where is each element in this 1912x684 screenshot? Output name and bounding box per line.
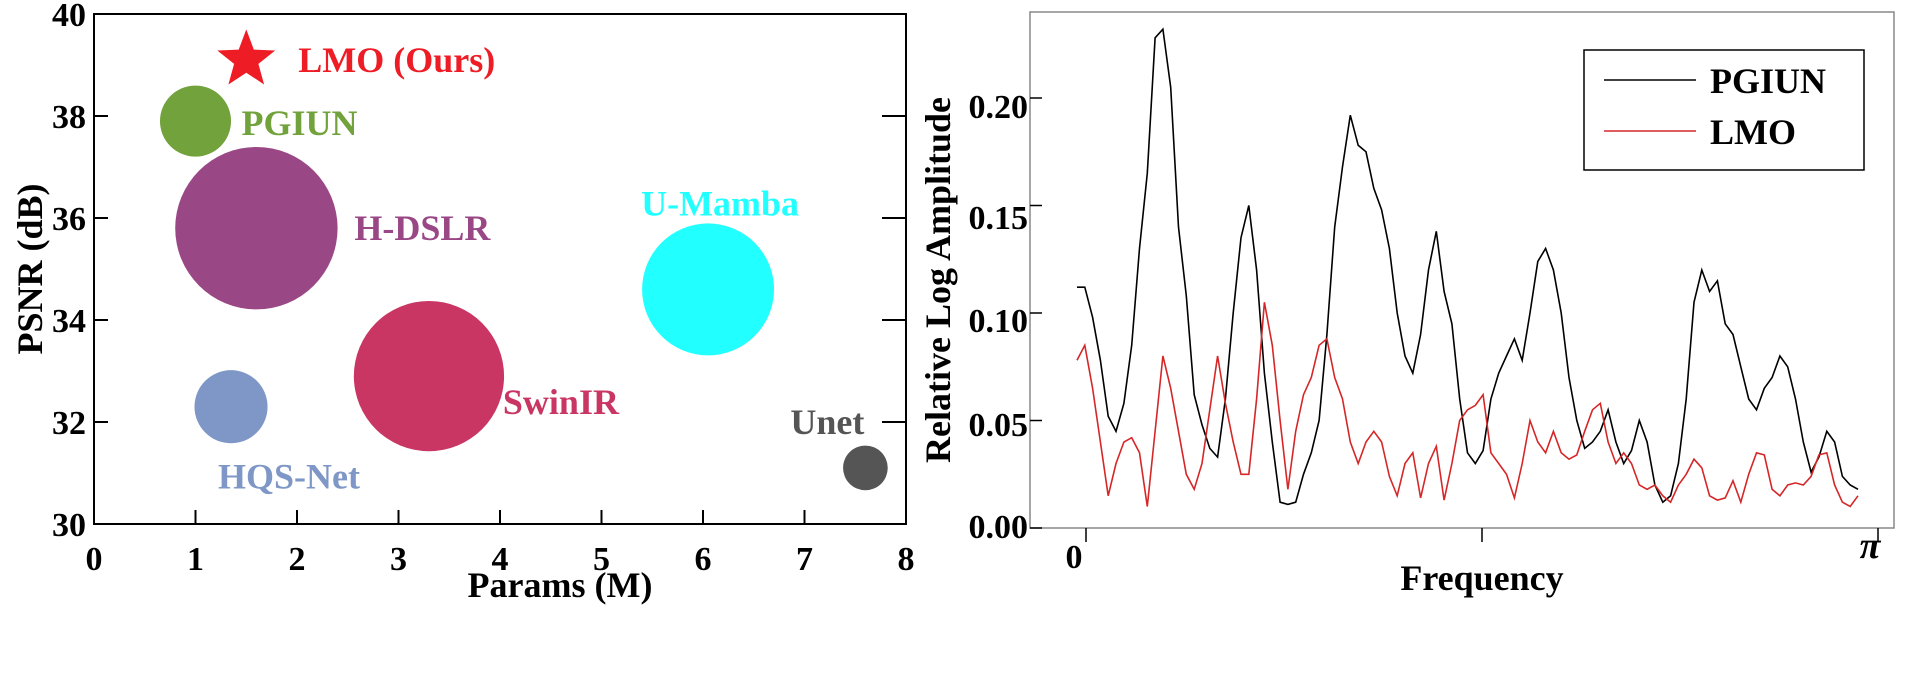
- bubble-x-tick-label: 8: [898, 541, 915, 578]
- spectrum-y-tick-label: 0.00: [969, 509, 1029, 546]
- legend-label-lmo: LMO: [1710, 112, 1796, 152]
- bubble-label-lmo-ours: LMO (Ours): [298, 40, 495, 80]
- spectrum-x-axis-label: Frequency: [1400, 558, 1563, 598]
- series-line-pgiun: [1077, 27, 1859, 506]
- spectrum-x-tick-label-pi: π: [1860, 525, 1882, 567]
- bubble-label-swinir: SwinIR: [503, 382, 620, 422]
- bubble-pgiun: [159, 85, 232, 157]
- bubble-y-tick-label: 32: [52, 405, 86, 442]
- spectrum-y-tick-label: 0.10: [969, 303, 1029, 340]
- bubble-x-tick-labels: 0 1 2 3 4 5 6 7 8: [86, 541, 915, 578]
- bubble-x-tick-label: 0: [86, 541, 103, 578]
- spectrum-y-axis-label: Relative Log Amplitude: [918, 97, 958, 463]
- series-line-lmo: [1076, 302, 1859, 508]
- bubble-label-h-dslr: H-DSLR: [354, 208, 491, 248]
- bubble-label-hqs-net: HQS-Net: [218, 457, 360, 497]
- spectrum-chart: 0.00 0.05 0.10 0.15 0.20 0 π Frequency R…: [918, 11, 1895, 598]
- bubble-x-tick-label: 6: [695, 541, 712, 578]
- bubble-y-tick-label: 36: [52, 201, 86, 238]
- bubble-y-tick-label: 38: [52, 99, 86, 136]
- bubble-x-tick-label: 2: [289, 541, 306, 578]
- bubble-star-lmo-ours: [217, 29, 276, 85]
- spectrum-y-tick-label: 0.20: [969, 89, 1029, 126]
- spectrum-y-tick-labels: 0.00 0.05 0.10 0.15 0.20: [969, 89, 1029, 546]
- bubble-chart: LMO (Ours) PGIUN H-DSLR U-Mamba SwinIR HQS-Ne…: [10, 0, 915, 605]
- spectrum-plot-frame: [1029, 11, 1895, 529]
- legend-box: [1583, 49, 1865, 171]
- bubble-y-tick-labels: 30 32 34 36 38 40: [52, 0, 86, 544]
- bubble-x-tick-label: 1: [187, 541, 204, 578]
- spectrum-x-tick-label-zero: 0: [1066, 539, 1083, 576]
- bubble-swinir: [353, 300, 505, 452]
- bubble-x-tick-label: 5: [593, 541, 610, 578]
- bubble-label-u-mamba: U-Mamba: [641, 183, 799, 223]
- bubble-points: LMO (Ours) PGIUN H-DSLR U-Mamba SwinIR HQS-Ne…: [159, 29, 888, 497]
- bubble-hqs-net: [194, 370, 268, 444]
- bubble-y-tick-label: 30: [52, 507, 86, 544]
- bubble-x-axis-label: Params (M): [468, 565, 653, 605]
- spectrum-y-tick-label: 0.15: [969, 200, 1029, 237]
- bubble-h-dslr: [175, 147, 338, 310]
- bubble-label-unet: Unet: [790, 402, 864, 442]
- bubble-y-tick-label: 34: [52, 303, 86, 340]
- legend-label-pgiun: PGIUN: [1710, 61, 1826, 101]
- bubble-label-pgiun: PGIUN: [242, 103, 358, 143]
- bubble-y-tick-label: 40: [52, 0, 86, 34]
- bubble-x-tick-label: 7: [796, 541, 813, 578]
- bubble-u-mamba: [642, 223, 775, 356]
- bubble-axis-ticks: [93, 13, 907, 525]
- bubble-unet: [843, 445, 888, 491]
- spectrum-axis-ticks: [1030, 97, 1879, 542]
- bubble-y-axis-label: PSNR (dB): [10, 183, 50, 354]
- bubble-x-tick-label: 3: [390, 541, 407, 578]
- bubble-x-tick-label: 4: [492, 541, 509, 578]
- legend: PGIUN LMO: [1583, 49, 1865, 171]
- spectrum-y-tick-label: 0.05: [969, 407, 1029, 444]
